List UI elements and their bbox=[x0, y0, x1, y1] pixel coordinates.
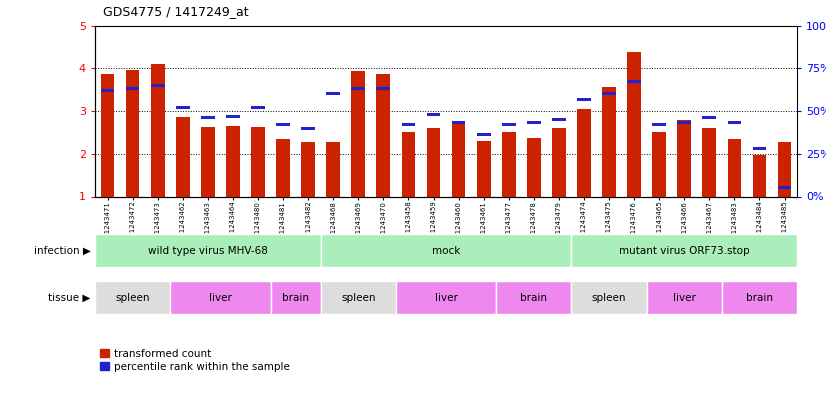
Bar bbox=[101, 89, 115, 92]
Bar bbox=[126, 87, 140, 90]
Bar bbox=[728, 121, 741, 125]
Bar bbox=[502, 123, 515, 126]
Bar bbox=[527, 121, 541, 125]
Bar bbox=[401, 132, 415, 196]
Bar bbox=[572, 281, 647, 314]
Bar bbox=[426, 113, 440, 116]
Bar bbox=[777, 142, 791, 196]
Bar bbox=[702, 116, 716, 119]
Bar bbox=[176, 118, 190, 196]
Bar bbox=[572, 234, 797, 267]
Bar bbox=[722, 281, 797, 314]
Bar bbox=[326, 142, 340, 196]
Text: brain: brain bbox=[520, 293, 548, 303]
Bar bbox=[276, 139, 290, 196]
Bar bbox=[602, 92, 616, 95]
Bar bbox=[301, 127, 315, 130]
Bar bbox=[653, 132, 666, 196]
Bar bbox=[401, 123, 415, 126]
Bar bbox=[201, 127, 215, 196]
Bar bbox=[176, 106, 190, 109]
Bar bbox=[502, 132, 515, 196]
Bar bbox=[627, 81, 641, 83]
Bar bbox=[226, 115, 240, 118]
Bar bbox=[271, 281, 320, 314]
Bar bbox=[677, 121, 691, 125]
Bar bbox=[251, 127, 265, 196]
Bar bbox=[377, 87, 390, 90]
Text: brain: brain bbox=[282, 293, 309, 303]
Bar bbox=[351, 87, 365, 90]
Bar bbox=[95, 281, 170, 314]
Text: wild type virus MHV-68: wild type virus MHV-68 bbox=[148, 246, 268, 255]
Bar bbox=[396, 281, 496, 314]
Bar bbox=[101, 74, 115, 196]
Bar bbox=[326, 92, 340, 95]
Bar bbox=[351, 71, 365, 196]
Bar bbox=[777, 186, 791, 189]
Bar bbox=[477, 141, 491, 196]
Bar bbox=[552, 118, 566, 121]
Bar bbox=[151, 64, 164, 196]
Bar bbox=[752, 147, 767, 150]
Bar bbox=[653, 123, 666, 126]
Bar bbox=[752, 155, 767, 196]
Bar bbox=[452, 121, 466, 125]
Bar bbox=[126, 70, 140, 196]
Bar bbox=[527, 138, 541, 196]
Text: tissue ▶: tissue ▶ bbox=[49, 293, 91, 303]
Bar bbox=[677, 120, 691, 196]
Bar bbox=[577, 109, 591, 196]
Bar bbox=[728, 139, 741, 196]
Text: liver: liver bbox=[673, 293, 695, 303]
Text: GDS4775 / 1417249_at: GDS4775 / 1417249_at bbox=[103, 5, 249, 18]
Legend: transformed count, percentile rank within the sample: transformed count, percentile rank withi… bbox=[100, 349, 290, 372]
Bar bbox=[647, 281, 722, 314]
Bar bbox=[426, 128, 440, 196]
Text: mutant virus ORF73.stop: mutant virus ORF73.stop bbox=[619, 246, 749, 255]
Text: liver: liver bbox=[209, 293, 232, 303]
Bar bbox=[320, 234, 572, 267]
Bar bbox=[170, 281, 271, 314]
Text: brain: brain bbox=[746, 293, 773, 303]
Bar bbox=[702, 128, 716, 196]
Bar bbox=[452, 122, 466, 196]
Bar bbox=[627, 53, 641, 196]
Text: liver: liver bbox=[434, 293, 458, 303]
Bar bbox=[477, 134, 491, 136]
Bar bbox=[95, 234, 320, 267]
Bar bbox=[276, 123, 290, 126]
Bar bbox=[301, 142, 315, 196]
Text: spleen: spleen bbox=[341, 293, 376, 303]
Bar bbox=[251, 106, 265, 109]
Bar bbox=[320, 281, 396, 314]
Text: spleen: spleen bbox=[591, 293, 626, 303]
Bar bbox=[151, 84, 164, 87]
Text: spleen: spleen bbox=[116, 293, 150, 303]
Bar bbox=[552, 128, 566, 196]
Bar bbox=[201, 116, 215, 119]
Bar bbox=[377, 74, 390, 196]
Bar bbox=[577, 97, 591, 101]
Bar bbox=[602, 87, 616, 196]
Text: infection ▶: infection ▶ bbox=[34, 246, 91, 255]
Bar bbox=[226, 126, 240, 196]
Text: mock: mock bbox=[432, 246, 460, 255]
Bar bbox=[496, 281, 572, 314]
